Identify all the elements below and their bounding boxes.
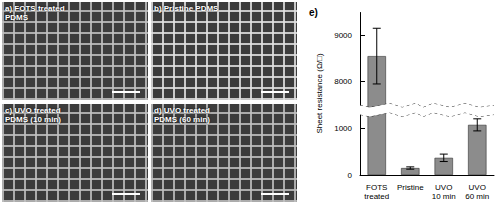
svg-text:FOTS: FOTS [366,183,387,192]
html-text:a) FOTS treated PDMS: a) FOTS treated PDMS [5,4,65,22]
svg-text:8000: 8000 [334,77,352,86]
svg-text:10 min: 10 min [432,192,456,201]
svg-text:Pristine: Pristine [397,183,424,192]
svg-text:UVO: UVO [435,183,452,192]
html-text:b) Pristine PDMS: b) Pristine PDMS [154,4,219,13]
svg-text:9000: 9000 [334,31,352,40]
svg-text:1000: 1000 [334,124,352,133]
svg-text:e): e) [309,7,318,18]
svg-text:Sheet resistance (Ω/□): Sheet resistance (Ω/□) [315,53,324,134]
html-text:c) UVO treated PDMS (10 min): c) UVO treated PDMS (10 min) [5,106,61,124]
svg-text:0: 0 [348,171,353,180]
svg-text:60 min: 60 min [465,192,489,201]
svg-text:treated: treated [364,192,389,201]
svg-text:UVO: UVO [469,183,486,192]
html-text:d) UVO treated PDMS (60 min): d) UVO treated PDMS (60 min) [154,106,210,124]
